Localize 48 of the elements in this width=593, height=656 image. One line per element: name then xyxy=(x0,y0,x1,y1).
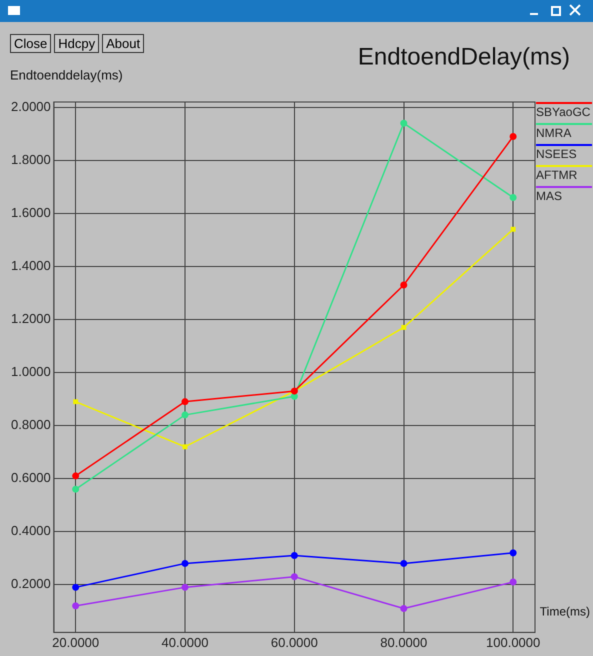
y-tick-label: 2.0000 xyxy=(10,98,51,114)
y-tick-label: 0.6000 xyxy=(10,470,51,486)
point xyxy=(510,194,517,201)
y-tick-label: 0.8000 xyxy=(10,417,51,432)
point xyxy=(182,444,188,450)
point xyxy=(400,281,408,288)
point xyxy=(72,472,80,480)
y-tick-label: 1.8000 xyxy=(10,152,51,167)
x-tick-label: 20.0000 xyxy=(52,634,100,650)
point xyxy=(182,411,189,418)
x-tick-label: 100.0000 xyxy=(486,634,540,650)
point xyxy=(400,605,408,612)
point xyxy=(72,602,80,610)
x-tick-label: 40.0000 xyxy=(162,634,209,650)
point xyxy=(290,573,298,580)
x-tick-label: 60.0000 xyxy=(270,634,318,650)
point xyxy=(182,398,189,406)
text: Hdcpy xyxy=(54,34,100,53)
y-tick-label: 0.4000 xyxy=(10,523,51,538)
text: About xyxy=(102,34,144,53)
chart-title: EndtoendDelay(ms) xyxy=(358,44,570,71)
point xyxy=(73,399,78,404)
point xyxy=(510,226,516,232)
point xyxy=(182,584,189,591)
point xyxy=(510,578,517,586)
y-axis-title: Endtoenddelay(ms) xyxy=(10,68,123,83)
point xyxy=(182,560,189,567)
point xyxy=(401,324,406,330)
y-tick-label: 1.2000 xyxy=(10,311,51,326)
point xyxy=(510,549,517,556)
y-tick-label: 1.4000 xyxy=(10,258,51,273)
x-tick-label: 80.0000 xyxy=(380,634,428,650)
legend-label: NSEES xyxy=(536,144,592,161)
point xyxy=(400,560,408,567)
legend-label: MAS xyxy=(536,186,592,203)
point xyxy=(72,486,80,493)
point xyxy=(72,584,80,591)
y-tick-label: 1.6000 xyxy=(10,204,51,220)
y-tick-label: 1.0000 xyxy=(10,364,51,380)
text: Close xyxy=(10,34,52,53)
x-axis-title: Time(ms) xyxy=(540,604,590,619)
point xyxy=(290,552,298,559)
point xyxy=(400,120,408,127)
legend-label: NMRA xyxy=(536,123,592,140)
y-tick-label: 0.2000 xyxy=(10,576,51,592)
legend-label: AFTMR xyxy=(536,165,592,182)
point xyxy=(510,132,517,140)
legend-label: SBYaoGC xyxy=(536,102,592,119)
